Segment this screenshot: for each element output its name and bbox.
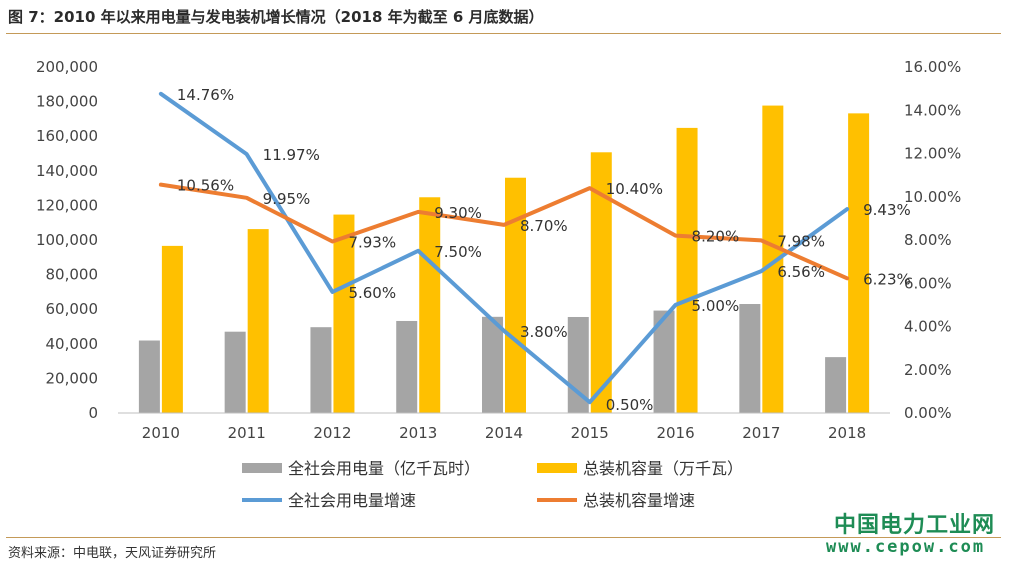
- bar-capacity: [676, 127, 698, 414]
- line-capacity-growth: [158, 182, 850, 281]
- data-label: 7.93%: [348, 234, 396, 252]
- x-axis-tick-label: 2011: [228, 424, 266, 442]
- bar-consumption: [739, 304, 761, 413]
- data-label: 0.50%: [606, 396, 654, 414]
- right-axis-tick-label: 14.00%: [904, 101, 961, 119]
- line-series: [158, 91, 850, 405]
- right-axis-tick-label: 10.00%: [904, 188, 961, 206]
- data-label: 6.56%: [777, 263, 825, 281]
- right-axis-tick-label: 2.00%: [904, 361, 952, 379]
- figure-title: 图 7：2010 年以来用电量与发电装机增长情况（2018 年为截至 6 月底数…: [8, 8, 544, 26]
- watermark-title: 中国电力工业网: [834, 513, 996, 538]
- data-label: 7.50%: [434, 243, 482, 261]
- bar-consumption: [653, 310, 675, 413]
- left-axis-tick-label: 100,000: [36, 231, 98, 249]
- data-label: 8.20%: [692, 228, 740, 246]
- data-label: 9.30%: [434, 204, 482, 222]
- legend-label: 总装机容量增速: [583, 491, 695, 510]
- left-axis-tick-label: 140,000: [36, 162, 98, 180]
- bar-capacity: [590, 152, 612, 413]
- x-axis-tick-label: 2012: [313, 424, 351, 442]
- right-axis-tick-label: 8.00%: [904, 231, 952, 249]
- source-note: 资料来源：中电联，天风证券研究所: [8, 546, 217, 561]
- x-axis-tick-label: 2016: [656, 424, 694, 442]
- legend-label: 全社会用电量增速: [288, 491, 416, 510]
- source-rule: [6, 537, 1001, 538]
- left-axis-tick-label: 20,000: [46, 369, 99, 387]
- left-axis-tick-label: 80,000: [46, 266, 99, 284]
- x-axis: 2010 2011 2012 2013 2014 2015 2016 2017 2018: [142, 424, 866, 442]
- right-axis-tick-label: 6.00%: [904, 274, 952, 292]
- bar-consumption: [396, 320, 418, 413]
- left-axis: 0 20,000 40,000 60,000 80,000 100,000 120,000 1…: [36, 58, 98, 422]
- left-axis-tick-label: 160,000: [36, 127, 98, 145]
- bar-consumption: [825, 357, 847, 413]
- data-label: 5.60%: [348, 284, 396, 302]
- data-label: 8.70%: [520, 217, 568, 235]
- data-label: 5.00%: [692, 297, 740, 315]
- bar-capacity: [505, 177, 526, 413]
- legend-swatch: [537, 463, 577, 473]
- x-axis-tick-label: 2014: [485, 424, 523, 442]
- left-axis-tick-label: 0: [88, 404, 98, 422]
- right-axis-tick-label: 4.00%: [904, 318, 952, 336]
- legend: 全社会用电量（亿千瓦时） 总装机容量（万千瓦） 全社会用电量增速 总装机容量增速: [242, 459, 743, 510]
- x-axis-tick-label: 2017: [742, 424, 780, 442]
- data-label: 14.76%: [177, 86, 234, 104]
- data-label: 10.40%: [606, 180, 663, 198]
- data-label: 7.98%: [777, 232, 825, 250]
- left-axis-tick-label: 40,000: [46, 335, 99, 353]
- data-label: 11.97%: [263, 146, 320, 164]
- bar-capacity: [161, 245, 183, 413]
- bar-consumption: [138, 340, 160, 413]
- left-axis-tick-label: 200,000: [36, 58, 98, 76]
- bar-capacity: [333, 214, 355, 413]
- right-axis-tick-label: 0.00%: [904, 404, 952, 422]
- bar-consumption: [224, 331, 246, 413]
- right-axis: 0.00% 2.00% 4.00% 6.00% 8.00% 10.00% 12.00% 14.…: [904, 58, 961, 422]
- bar-capacity: [419, 197, 441, 413]
- line-consumption-growth: [158, 91, 850, 405]
- legend-label: 全社会用电量（亿千瓦时）: [288, 459, 480, 478]
- bar-consumption: [482, 316, 503, 413]
- left-axis-tick-label: 180,000: [36, 93, 98, 111]
- x-axis-tick-label: 2010: [142, 424, 180, 442]
- x-axis-tick-label: 2013: [399, 424, 437, 442]
- title-rule: [6, 33, 1001, 34]
- data-labels: 14.76% 11.97% 5.60% 7.50% 3.80% 0.50% 5.00% 6.5…: [177, 86, 911, 414]
- x-axis-tick-label: 2018: [828, 424, 866, 442]
- bar-capacity: [762, 105, 784, 413]
- bar-series: [138, 105, 870, 414]
- legend-swatch: [242, 463, 282, 473]
- bar-consumption: [310, 327, 332, 413]
- data-label: 10.56%: [177, 177, 234, 195]
- left-axis-tick-label: 60,000: [46, 300, 99, 318]
- left-axis-tick-label: 120,000: [36, 196, 98, 214]
- x-axis-tick-label: 2015: [571, 424, 609, 442]
- legend-label: 总装机容量（万千瓦）: [583, 459, 743, 478]
- data-label: 9.43%: [863, 201, 911, 219]
- bar-capacity: [247, 229, 269, 413]
- data-label: 3.80%: [520, 323, 568, 341]
- bar-capacity: [848, 113, 870, 413]
- watermark-url: www.cepow.com: [826, 537, 986, 557]
- data-label: 9.95%: [263, 190, 311, 208]
- right-axis-tick-label: 12.00%: [904, 145, 961, 163]
- data-label: 6.23%: [863, 270, 911, 288]
- right-axis-tick-label: 16.00%: [904, 58, 961, 76]
